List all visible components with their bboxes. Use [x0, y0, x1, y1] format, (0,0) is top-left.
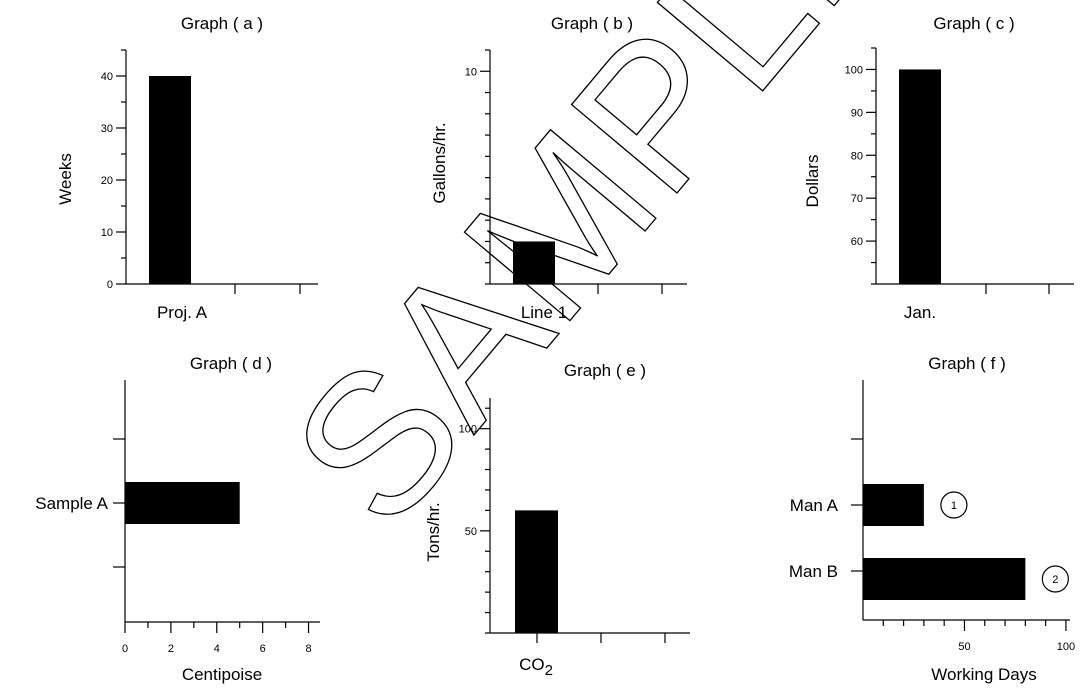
chart-f-category-label: Man A [790, 496, 839, 515]
chart-a-title: Graph ( a ) [181, 14, 263, 33]
chart-f-x-tick-label: 100 [1057, 641, 1075, 653]
chart-b-y-ticks: 10 [465, 49, 490, 285]
chart-c-y-tick-label: 100 [845, 64, 863, 76]
chart-b-title: Graph ( b ) [551, 14, 633, 33]
chart-c-y-tick-label: 70 [851, 193, 863, 205]
chart-d-x-tick-label: 4 [214, 643, 220, 655]
chart-f-bar [863, 558, 1026, 600]
chart-d-bars [125, 482, 240, 524]
sample-watermark: SAMPLE [249, 0, 943, 566]
chart-e-category-label: CO2 [519, 655, 553, 679]
chart-a-bars [149, 76, 191, 284]
chart-e-bars [515, 510, 558, 633]
chart-d-x-tick-label: 8 [305, 643, 311, 655]
chart-c: Graph ( c ) Dollars 60 70 80 90 100 Jan. [803, 14, 1074, 322]
chart-e-category-text: CO [519, 655, 545, 674]
chart-a-y-tick-label: 0 [107, 279, 113, 291]
chart-e-ylabel: Tons/hr. [424, 502, 443, 562]
chart-a-bar [149, 76, 191, 284]
chart-c-y-tick-label: 80 [851, 150, 863, 162]
chart-c-bar [899, 69, 941, 284]
chart-d-title: Graph ( d ) [190, 354, 272, 373]
chart-f-bar-marker [1041, 565, 1069, 593]
watermark-text: SAMPLE [250, 0, 942, 565]
chart-e-title: Graph ( e ) [564, 361, 646, 380]
chart-b: Graph ( b ) Gallons/hr. 10 Line 1 [430, 14, 687, 322]
chart-f-category-label: Man B [789, 562, 838, 581]
chart-a-category-label: Proj. A [157, 303, 208, 322]
chart-e-bar [515, 510, 558, 633]
chart-b-ylabel: Gallons/hr. [430, 122, 449, 203]
chart-a-y-tick-label: 30 [101, 123, 113, 135]
chart-c-y-tick-label: 90 [851, 107, 863, 119]
chart-f-title: Graph ( f ) [928, 354, 1005, 373]
chart-f: Graph ( f ) 50 100 12 Man A Man B Working… [789, 354, 1075, 684]
chart-e-category-subscript: 2 [545, 662, 553, 679]
chart-c-y-ticks: 60 70 80 90 100 [845, 47, 876, 285]
chart-d: Graph ( d ) 0 2 4 6 8 Sample A Centipoise [35, 354, 320, 684]
chart-a-ylabel: Weeks [56, 153, 75, 205]
chart-b-category-label: Line 1 [521, 303, 567, 322]
chart-b-y-tick-label: 10 [465, 66, 477, 78]
chart-c-title: Graph ( c ) [933, 14, 1014, 33]
chart-f-bar-marker [940, 491, 968, 519]
chart-f-x-ticks: 50 100 [882, 620, 1075, 653]
chart-d-x-tick-label: 6 [260, 643, 266, 655]
chart-f-bar-marker-label: 2 [1052, 574, 1058, 586]
chart-e-y-ticks: 50 100 [459, 407, 490, 634]
chart-a-y-tick-label: 10 [101, 227, 113, 239]
chart-c-category-label: Jan. [904, 303, 936, 322]
chart-d-category-label: Sample A [35, 494, 108, 513]
chart-c-y-tick-label: 60 [851, 236, 863, 248]
chart-d-x-tick-label: 2 [168, 643, 174, 655]
chart-f-bars: 12 [863, 484, 1069, 600]
chart-e-y-tick-label: 50 [465, 526, 477, 538]
chart-a-y-tick-label: 20 [101, 175, 113, 187]
chart-a-y-tick-label: 40 [101, 71, 113, 83]
chart-a: Graph ( a ) Weeks 0 10 20 30 40 Proj. A [56, 14, 318, 322]
chart-f-x-tick-label: 50 [958, 641, 970, 653]
chart-b-bar [513, 241, 555, 284]
chart-d-x-tick-label: 0 [122, 643, 128, 655]
chart-e-y-tick-label: 100 [459, 424, 477, 436]
chart-f-bar-marker-label: 1 [951, 500, 957, 512]
chart-d-x-ticks: 0 2 4 6 8 [122, 622, 312, 655]
chart-c-ylabel: Dollars [803, 155, 822, 208]
chart-b-bars [513, 241, 555, 284]
chart-c-bars [899, 69, 941, 284]
chart-d-bar [125, 482, 240, 524]
chart-d-xlabel: Centipoise [182, 665, 262, 684]
chart-a-y-ticks: 0 10 20 30 40 [101, 49, 126, 291]
chart-e: Graph ( e ) Tons/hr. 50 100 CO2 [424, 361, 690, 679]
chart-f-bar [863, 484, 924, 526]
chart-f-xlabel: Working Days [931, 665, 1037, 684]
